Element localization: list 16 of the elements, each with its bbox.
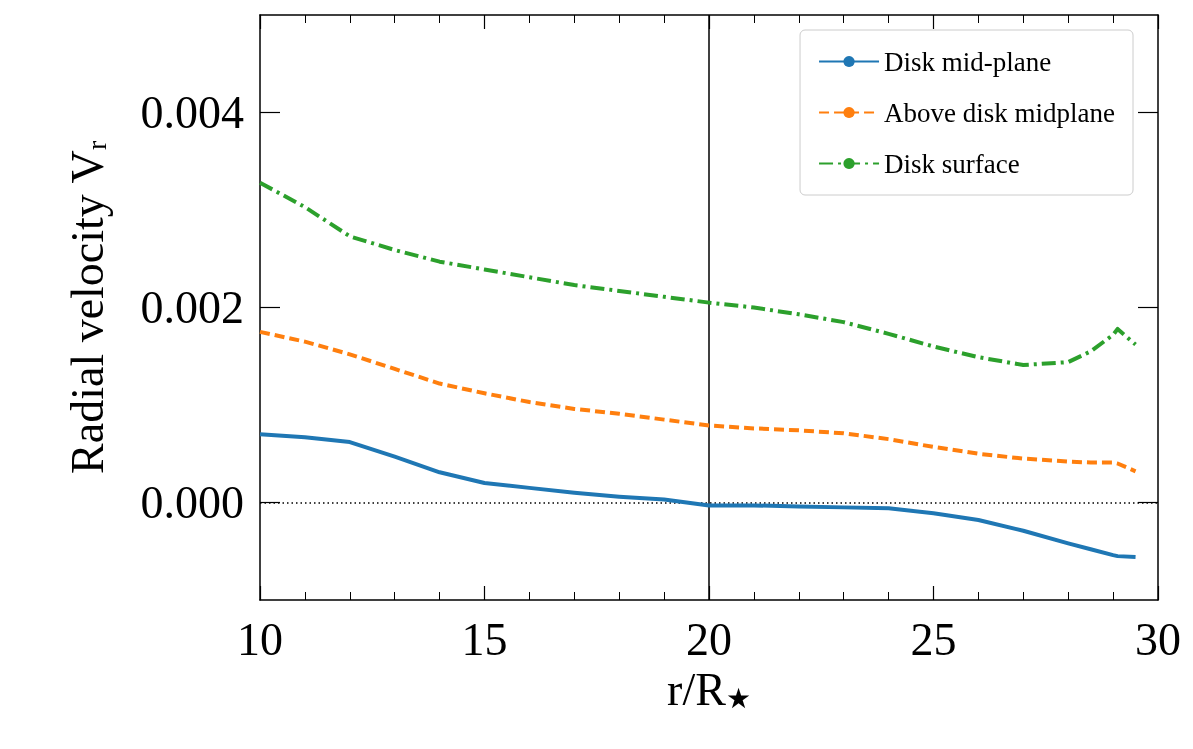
legend-label: Above disk midplane bbox=[884, 97, 1116, 128]
y-tick-label: 0.002 bbox=[140, 282, 244, 333]
y-axis-title: Radial velocity Vr bbox=[61, 140, 113, 474]
x-tick-label: 15 bbox=[461, 613, 508, 665]
x-axis-title: r/R★ bbox=[667, 664, 751, 716]
line-series bbox=[258, 329, 1138, 474]
x-tick-label: 20 bbox=[686, 613, 732, 665]
x-tick-label: 10 bbox=[237, 613, 283, 665]
legend-label: Disk surface bbox=[884, 148, 1020, 179]
line-series bbox=[258, 180, 1138, 368]
y-tick-label: 0.000 bbox=[140, 477, 244, 528]
line-series bbox=[258, 432, 1138, 560]
legend-label: Disk mid-plane bbox=[884, 46, 1052, 77]
x-tick-label: 30 bbox=[1135, 613, 1181, 665]
y-tick-label: 0.004 bbox=[140, 87, 244, 138]
x-tick-label: 25 bbox=[910, 613, 957, 665]
